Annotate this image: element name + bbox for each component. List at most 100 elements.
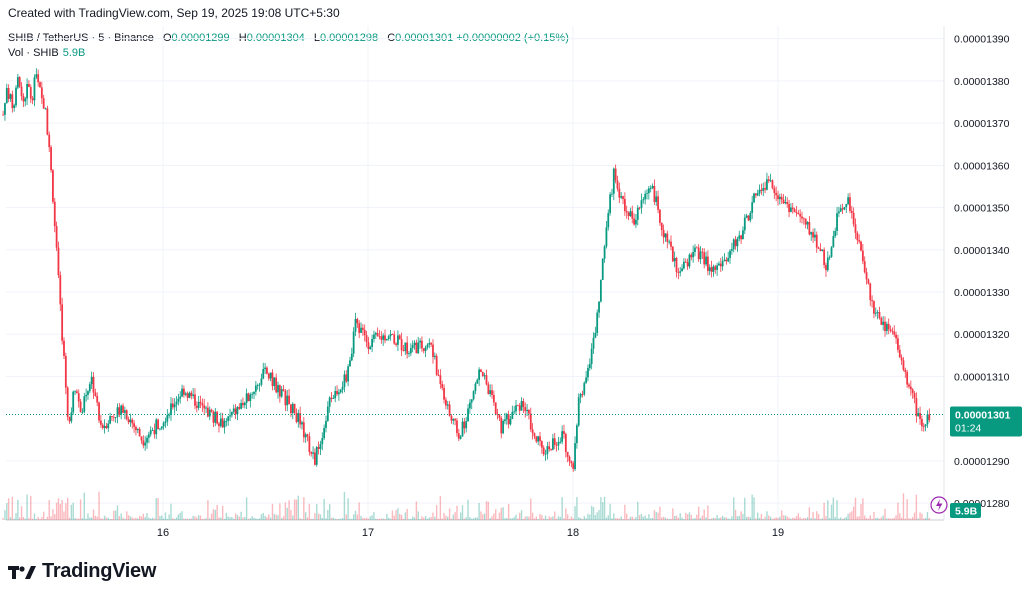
volume-bar	[758, 517, 761, 520]
volume-bar	[465, 517, 467, 520]
candle-body	[415, 342, 418, 354]
candle-body	[249, 394, 252, 402]
candle-body	[243, 402, 246, 406]
close-value: 0.00001301	[395, 32, 454, 44]
candle-body	[63, 340, 65, 356]
candle-body	[275, 377, 278, 393]
volume-bar	[710, 518, 713, 520]
candle-body	[662, 229, 665, 238]
candle-body	[299, 413, 302, 425]
candle-body	[483, 375, 486, 377]
candle-body	[20, 86, 23, 97]
tradingview-logo-icon	[8, 565, 36, 579]
volume-bar	[596, 512, 598, 520]
candle-body	[596, 312, 599, 333]
candle-body	[874, 312, 877, 314]
candle-body	[688, 254, 691, 267]
candle-body	[179, 396, 182, 399]
volume-bar	[649, 518, 652, 520]
candle-body	[11, 94, 14, 109]
candle-body	[588, 363, 591, 369]
candle-body	[773, 188, 776, 193]
volume-bar	[24, 518, 26, 520]
candle-body	[924, 424, 927, 427]
volume-bar	[327, 509, 329, 520]
volume-bar	[9, 517, 12, 520]
candle-body	[753, 193, 755, 203]
volume-bar	[664, 517, 667, 520]
volume-bar	[399, 513, 401, 520]
candle-body	[747, 215, 750, 221]
candle-body	[559, 441, 562, 443]
volume-bar	[926, 512, 929, 520]
volume-bar	[358, 502, 360, 520]
volume-bar	[94, 515, 97, 520]
volume-bar	[146, 513, 148, 520]
candle-body	[823, 249, 826, 266]
volume-bar	[4, 510, 6, 520]
volume-bar	[459, 512, 462, 520]
candle-body	[332, 398, 335, 399]
symbol-name[interactable]: SHIB / TetherUS · 5 · Binance	[8, 32, 154, 44]
volume-bar	[563, 518, 565, 520]
candle-body	[382, 335, 385, 340]
candle-body	[138, 428, 141, 437]
volume-bar	[537, 518, 539, 520]
volume-bar	[304, 512, 307, 520]
volume-legend: Vol · SHIB 5.9B	[8, 47, 85, 59]
candle-body	[758, 189, 761, 194]
volume-bar	[899, 513, 901, 520]
candle-body	[2, 114, 4, 116]
candle-body	[500, 417, 503, 434]
volume-bar	[170, 503, 172, 520]
volume-bar	[570, 516, 573, 520]
candle-body	[98, 402, 100, 421]
volume-bar	[364, 518, 366, 520]
candle-body	[660, 222, 663, 230]
volume-bar	[585, 518, 587, 520]
candle-body	[171, 403, 174, 408]
candle-body	[72, 391, 75, 413]
candle-body	[277, 385, 279, 393]
volume-bar	[845, 516, 847, 520]
volume-bar	[164, 512, 167, 520]
volume-bar	[205, 518, 207, 520]
volume-bar	[788, 517, 790, 520]
candle-body	[123, 410, 126, 413]
candle-body	[461, 421, 464, 437]
volume-bar	[299, 518, 301, 520]
candle-body	[68, 416, 71, 422]
candle-body	[419, 340, 421, 343]
candle-body	[911, 389, 914, 394]
volume-bar	[391, 510, 394, 520]
volume-bar	[255, 518, 257, 520]
candle-body	[385, 339, 388, 341]
candle-body	[509, 418, 512, 425]
volume-bar	[559, 516, 561, 520]
volume-bar	[897, 502, 899, 520]
volume-bar	[68, 517, 71, 520]
volume-bar	[22, 517, 25, 520]
candle-body	[136, 428, 139, 431]
volume-bar	[371, 515, 373, 520]
candle-body	[81, 411, 84, 413]
candle-body	[575, 425, 578, 444]
candle-body	[397, 335, 399, 345]
volume-bar	[434, 516, 436, 520]
candle-body	[290, 404, 292, 414]
candle-body	[491, 390, 493, 395]
candle-body	[378, 336, 381, 337]
volume-bar	[201, 518, 204, 520]
candle-body	[33, 77, 36, 101]
candle-body	[806, 222, 809, 225]
candle-body	[511, 411, 514, 419]
candle-body	[780, 196, 783, 200]
volume-bar	[325, 518, 327, 520]
candle-body	[173, 404, 176, 408]
volume-bar	[840, 517, 842, 520]
volume-value: 5.9B	[62, 47, 86, 59]
candle-body	[906, 372, 909, 385]
volume-label[interactable]: Vol · SHIB	[8, 47, 59, 59]
candle-body	[387, 336, 390, 340]
